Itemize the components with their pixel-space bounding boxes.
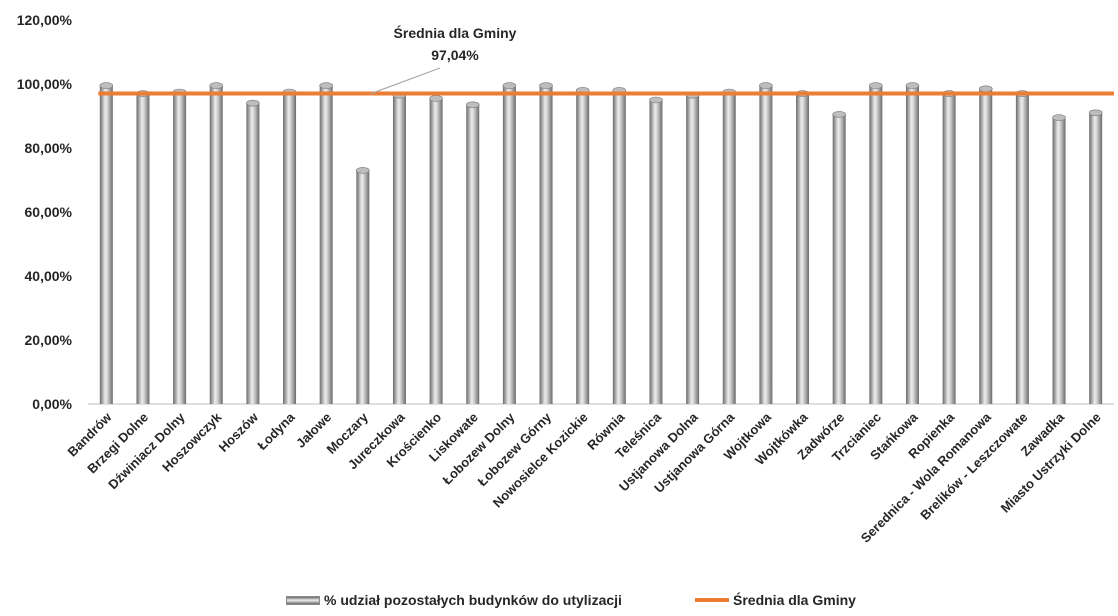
bar-cap	[465, 101, 480, 109]
bar-cap	[905, 82, 920, 89]
y-tick-label: 20,00%	[25, 332, 73, 348]
bar-cap	[356, 167, 370, 174]
bar-body	[576, 90, 590, 405]
bar	[649, 96, 663, 404]
bar	[392, 91, 407, 404]
x-tick-label: Hoszów	[216, 409, 262, 455]
legend-bar-swatch	[286, 595, 320, 605]
y-tick-label: 80,00%	[25, 140, 73, 156]
bar-cap	[1088, 109, 1103, 117]
bar-body	[1089, 112, 1103, 405]
bar-body	[246, 103, 260, 404]
bar-body	[502, 85, 516, 404]
y-tick-label: 60,00%	[25, 204, 73, 220]
bar-body	[869, 85, 883, 404]
bar-cap	[649, 96, 663, 104]
bar-body	[466, 104, 480, 405]
bar	[759, 82, 773, 404]
bar	[99, 82, 114, 404]
bar-cap	[759, 82, 773, 89]
bar	[1015, 90, 1030, 404]
bar	[136, 90, 150, 404]
bar	[319, 82, 333, 404]
bar-cap	[99, 82, 114, 89]
y-tick-label: 0,00%	[32, 396, 72, 412]
bar	[172, 88, 187, 404]
bar-body	[612, 90, 626, 405]
bar-body	[979, 88, 993, 405]
legend: % udział pozostałych budynków do utyliza…	[0, 592, 1118, 614]
legend-label-average: Średnia dla Gminy	[733, 592, 856, 608]
bar-body	[942, 93, 956, 404]
bar-body	[356, 170, 370, 404]
bar	[612, 87, 627, 405]
bar-body	[832, 114, 846, 405]
legend-label-bars: % udział pozostałych budynków do utyliza…	[324, 592, 622, 608]
bar-body	[136, 93, 150, 404]
bar	[869, 82, 883, 404]
legend-line-swatch	[695, 598, 729, 602]
bar-cap	[539, 82, 553, 89]
bar	[685, 91, 700, 404]
bar-cap	[1052, 114, 1066, 121]
bar	[942, 90, 956, 404]
bar	[429, 95, 443, 405]
y-tick-label: 120,00%	[17, 12, 73, 28]
x-tick-label: Łodyna	[254, 409, 298, 453]
bar-cap	[978, 85, 993, 93]
bar-body	[392, 95, 406, 404]
bar	[905, 82, 920, 404]
bar-body	[686, 95, 700, 404]
annotation-title: Średnia dla Gminy	[394, 24, 517, 41]
bar-cap	[209, 82, 224, 89]
annotation-value: 97,04%	[431, 47, 479, 63]
bar	[1088, 109, 1103, 405]
bar-body	[319, 85, 333, 404]
bar	[832, 111, 846, 405]
annotation-leader-line	[369, 67, 441, 95]
bar-body	[649, 100, 663, 404]
y-tick-label: 40,00%	[25, 268, 73, 284]
bar-body	[173, 92, 187, 404]
average-annotation: Średnia dla Gminy 97,04%	[369, 24, 517, 95]
bar	[465, 101, 480, 405]
bar	[539, 82, 553, 404]
legend-item-average: Średnia dla Gminy	[695, 592, 856, 608]
bar-body	[796, 93, 810, 404]
bar-cap	[246, 99, 260, 107]
bar-body	[99, 85, 113, 404]
bar-body	[1052, 117, 1066, 404]
bar	[209, 82, 224, 404]
bar	[978, 85, 993, 405]
bar-body	[905, 85, 919, 404]
bar-cap	[502, 82, 517, 89]
bar	[1052, 114, 1066, 404]
bar-body	[429, 98, 443, 405]
bar	[356, 167, 370, 404]
legend-item-bars: % udział pozostałych budynków do utyliza…	[286, 592, 622, 608]
bar-series	[99, 82, 1103, 405]
bar	[282, 88, 297, 404]
bar	[795, 90, 810, 404]
bar-cap	[832, 111, 846, 118]
y-tick-label: 100,00%	[17, 76, 73, 92]
bar	[246, 99, 260, 404]
bar	[575, 87, 590, 405]
bar-body	[1015, 93, 1029, 404]
bar-cap	[429, 95, 443, 102]
bar-body	[209, 85, 223, 404]
bar	[502, 82, 517, 404]
bar-body	[759, 85, 773, 404]
bar-body	[539, 85, 553, 404]
bar-cap	[869, 82, 883, 89]
bar-body	[722, 92, 736, 404]
bar	[722, 88, 737, 404]
bar-cap	[319, 82, 333, 89]
bar-body	[283, 92, 297, 404]
